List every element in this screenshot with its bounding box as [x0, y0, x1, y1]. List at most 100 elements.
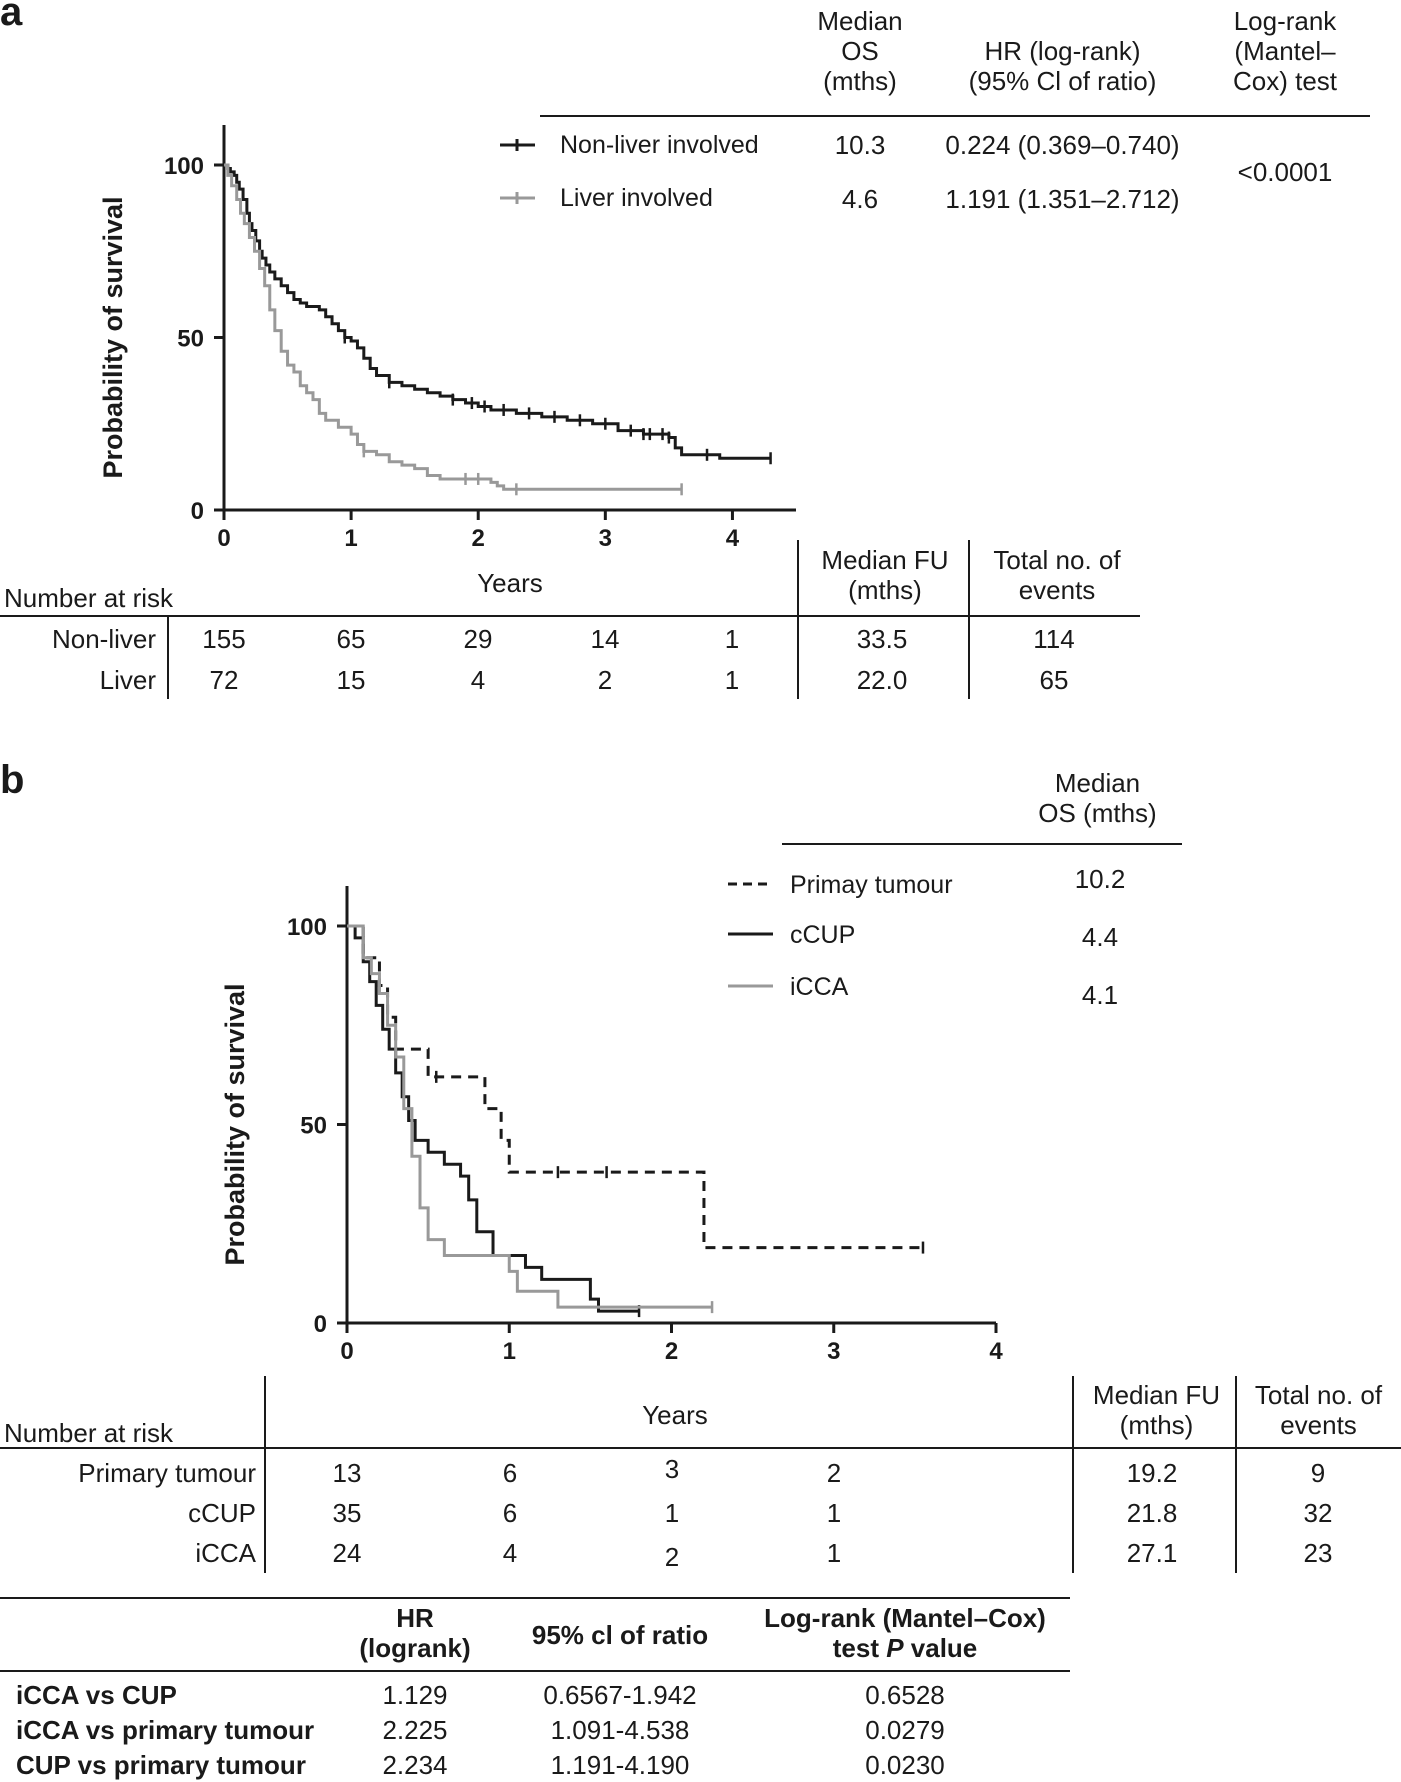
risk-b-rule	[0, 1447, 1401, 1449]
panel-a-header-rule	[540, 115, 1370, 117]
risk-a-risk-value: 14	[590, 624, 620, 654]
risk-b-risk-value: 35	[332, 1498, 362, 1528]
plot-b-x-tick-label: 4	[989, 1338, 1003, 1365]
risk-a-fu-value: 22.0	[856, 665, 908, 695]
comparison-row-label: CUP vs primary tumour	[16, 1750, 306, 1780]
comparison-ci-header: 95% cl of ratio	[531, 1620, 709, 1650]
risk-fu-header-b: Median FU (mths)	[1092, 1380, 1221, 1440]
risk-a-risk-value: 4	[470, 665, 486, 695]
risk-b-row-label: cCUP	[188, 1498, 256, 1528]
risk-b-fu-value: 19.2	[1126, 1458, 1178, 1488]
plot-a-y-tick-label: 0	[191, 498, 204, 525]
plot-a-y-tick-label: 50	[177, 326, 204, 353]
risk-b-risk-value: 1	[664, 1498, 680, 1528]
panel-a-xaxis-title: Years	[477, 568, 543, 598]
risk-a-events-value: 114	[1033, 624, 1075, 654]
risk-a-risk-value: 1	[724, 624, 740, 654]
comparison-ci-value: 0.6567-1.942	[543, 1680, 697, 1710]
risk-a-row-label: Liver	[99, 665, 156, 695]
risk-b-divider-fu	[1072, 1376, 1074, 1573]
panel-a-letter: a	[0, 0, 23, 34]
plot-b-series-ccup	[347, 924, 640, 1313]
median-icca: 4.1	[1081, 980, 1119, 1010]
panel-a-pvalue: <0.0001	[1237, 157, 1333, 187]
risk-a-risk-value: 1	[724, 665, 740, 695]
risk-fu-header-a: Median FU (mths)	[821, 545, 949, 605]
comparison-hr-value: 1.129	[382, 1680, 448, 1710]
risk-title-a: Number at risk	[4, 583, 174, 613]
plot-b-y-tick-label: 100	[287, 914, 327, 941]
legend-label-icca: iCCA	[790, 973, 849, 1001]
comparison-row-label: iCCA vs primary tumour	[16, 1715, 315, 1745]
risk-a-risk-value: 29	[463, 624, 493, 654]
risk-b-risk-value: 4	[502, 1538, 518, 1568]
comparison-hr-header: HR (logrank)	[359, 1603, 471, 1663]
risk-b-events-value: 23	[1303, 1538, 1333, 1568]
plot-b-y-tick-label: 0	[314, 1311, 327, 1338]
risk-a-divider-events	[968, 540, 970, 699]
plot-a-y-axis-title: Probability of survival	[98, 196, 128, 478]
comparison-hr-value: 2.234	[382, 1750, 448, 1780]
hr-liver: 1.191 (1.351–2.712)	[945, 184, 1180, 214]
risk-b-risk-value: 1	[826, 1498, 842, 1528]
median-primary: 10.2	[1074, 864, 1126, 894]
panel-b-median-header: Median OS (mths)	[1038, 768, 1157, 828]
risk-b-risk-value: 3	[664, 1454, 680, 1484]
risk-b-risk-value: 24	[332, 1538, 362, 1568]
comparison-hr-value: 2.225	[382, 1715, 448, 1745]
risk-b-risk-value: 13	[332, 1458, 362, 1488]
risk-a-divider-fu	[797, 540, 799, 699]
plot-b-series-primay-tumour	[347, 924, 923, 1250]
panel-b-xaxis-title: Years	[642, 1400, 708, 1430]
legend-label-liver: Liver involved	[560, 184, 713, 212]
plot-b-x-tick-label: 2	[665, 1338, 678, 1365]
risk-b-events-value: 9	[1310, 1458, 1326, 1488]
plot-b-series-icca	[347, 924, 713, 1309]
hr-header: HR (log-rank) (95% Cl of ratio)	[968, 36, 1157, 96]
legend-label-non-liver: Non-liver involved	[560, 131, 759, 159]
plot-a-x-tick-label: 2	[472, 525, 485, 552]
plot-a-series-liver-involved	[224, 163, 682, 491]
median-liver: 4.6	[841, 184, 879, 214]
comparison-p-value: 0.6528	[865, 1680, 945, 1710]
risk-b-risk-value: 6	[502, 1458, 518, 1488]
risk-a-divider-labels	[167, 617, 169, 699]
risk-b-row-label: iCCA	[195, 1538, 256, 1568]
risk-b-divider-labels	[264, 1376, 266, 1573]
panel-b-header-rule	[782, 843, 1182, 845]
risk-b-events-value: 32	[1303, 1498, 1333, 1528]
risk-b-row-label: Primary tumour	[78, 1458, 256, 1488]
legend-label-ccup: cCUP	[790, 921, 856, 949]
logrank-header: Log-rank (Mantel– Cox) test	[1232, 6, 1338, 96]
comparison-p-header-line2: test P value	[832, 1633, 978, 1663]
plot-a-x-tick-label: 4	[726, 525, 740, 552]
plot-b-y-axis-title: Probability of survival	[220, 983, 250, 1265]
risk-b-risk-value: 6	[502, 1498, 518, 1528]
risk-a-risk-value: 2	[597, 665, 613, 695]
plot-b-x-tick-label: 0	[340, 1338, 353, 1365]
comparison-p-header: Log-rank (Mantel–Cox) test P value	[740, 1603, 1070, 1663]
panel-b-letter: b	[0, 758, 25, 802]
hr-non-liver: 0.224 (0.369–0.740)	[945, 130, 1180, 160]
risk-b-risk-value: 2	[664, 1542, 680, 1572]
median-os-header: Median OS (mths)	[817, 6, 903, 96]
risk-b-divider-events	[1235, 1376, 1237, 1573]
plot-b-y-tick-label: 50	[300, 1113, 327, 1140]
comparison-ci-value: 1.191-4.190	[550, 1750, 690, 1780]
risk-a-fu-value: 33.5	[856, 624, 908, 654]
risk-events-header-a: Total no. of events	[993, 545, 1121, 605]
median-non-liver: 10.3	[834, 130, 886, 160]
plot-a-x-tick-label: 1	[344, 525, 357, 552]
risk-a-risk-value: 15	[336, 665, 366, 695]
risk-a-row-label: Non-liver	[51, 624, 156, 654]
comparison-top-rule	[0, 1597, 1070, 1599]
plot-b-x-tick-label: 3	[827, 1338, 840, 1365]
risk-b-fu-value: 27.1	[1126, 1538, 1178, 1568]
plot-a-x-tick-label: 3	[599, 525, 612, 552]
comparison-ci-value: 1.091-4.538	[550, 1715, 690, 1745]
comparison-p-value: 0.0279	[865, 1715, 945, 1745]
